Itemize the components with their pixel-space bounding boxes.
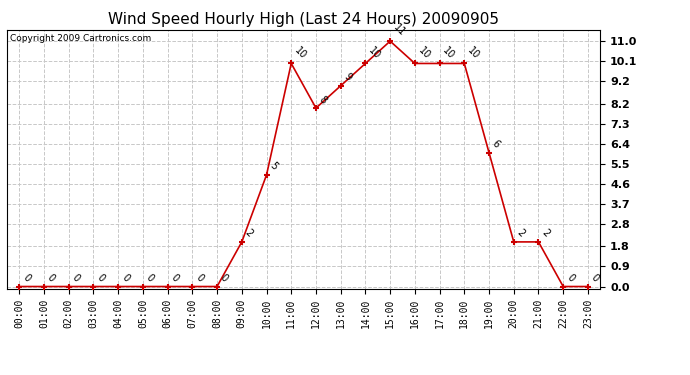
Text: 10: 10 <box>367 45 382 61</box>
Text: 0: 0 <box>21 272 32 284</box>
Text: 11: 11 <box>391 22 407 38</box>
Text: 10: 10 <box>466 45 482 61</box>
Text: 2: 2 <box>243 228 255 239</box>
Text: 0: 0 <box>70 272 81 284</box>
Text: 8: 8 <box>317 94 328 105</box>
Text: 0: 0 <box>95 272 106 284</box>
Text: 6: 6 <box>491 138 502 150</box>
Text: Copyright 2009 Cartronics.com: Copyright 2009 Cartronics.com <box>10 34 151 43</box>
Text: 2: 2 <box>540 228 551 239</box>
Text: 0: 0 <box>194 272 205 284</box>
Text: 0: 0 <box>46 272 57 284</box>
Text: 2: 2 <box>515 228 526 239</box>
Title: Wind Speed Hourly High (Last 24 Hours) 20090905: Wind Speed Hourly High (Last 24 Hours) 2… <box>108 12 499 27</box>
Text: 0: 0 <box>119 272 131 284</box>
Text: 5: 5 <box>268 161 279 172</box>
Text: 0: 0 <box>219 272 230 284</box>
Text: 0: 0 <box>564 272 576 284</box>
Text: 9: 9 <box>342 72 353 83</box>
Text: 0: 0 <box>169 272 180 284</box>
Text: 0: 0 <box>144 272 156 284</box>
Text: 10: 10 <box>293 45 308 61</box>
Text: 10: 10 <box>441 45 457 61</box>
Text: 0: 0 <box>589 272 601 284</box>
Text: 10: 10 <box>416 45 432 61</box>
